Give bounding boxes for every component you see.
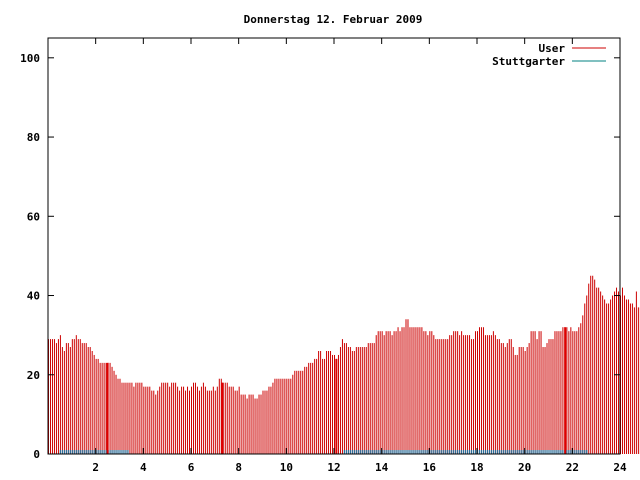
- x-tick-label: 4: [140, 461, 147, 474]
- x-tick-label: 14: [375, 461, 389, 474]
- legend-label-stuttgarter: Stuttgarter: [492, 55, 565, 68]
- plot-frame: [47, 37, 621, 455]
- y-tick-label: 80: [27, 131, 40, 144]
- y-tick-label: 100: [20, 52, 40, 65]
- x-tick-label: 20: [518, 461, 531, 474]
- x-axis-ticks: 2 4 6 8 10 12 14 16 18 20 22 24: [92, 38, 627, 474]
- bar-series-group: [48, 275, 640, 454]
- x-tick-label: 22: [566, 461, 579, 474]
- y-axis-ticks: 0 20 40 60 80 100: [20, 52, 620, 461]
- y-tick-label: 0: [33, 448, 40, 461]
- x-tick-label: 6: [188, 461, 195, 474]
- legend-label-user: User: [539, 42, 566, 55]
- y-tick-label: 40: [27, 290, 40, 303]
- y-tick-label: 60: [27, 210, 40, 223]
- x-tick-label: 24: [613, 461, 627, 474]
- x-tick-label: 16: [423, 461, 437, 474]
- x-tick-label: 10: [280, 461, 293, 474]
- x-tick-label: 8: [235, 461, 242, 474]
- x-tick-label: 12: [327, 461, 340, 474]
- x-tick-label: 2: [92, 461, 99, 474]
- chart-title: Donnerstag 12. Februar 2009: [244, 13, 423, 26]
- x-tick-label: 18: [470, 461, 483, 474]
- legend: User Stuttgarter: [492, 42, 606, 68]
- y-tick-label: 20: [27, 369, 40, 382]
